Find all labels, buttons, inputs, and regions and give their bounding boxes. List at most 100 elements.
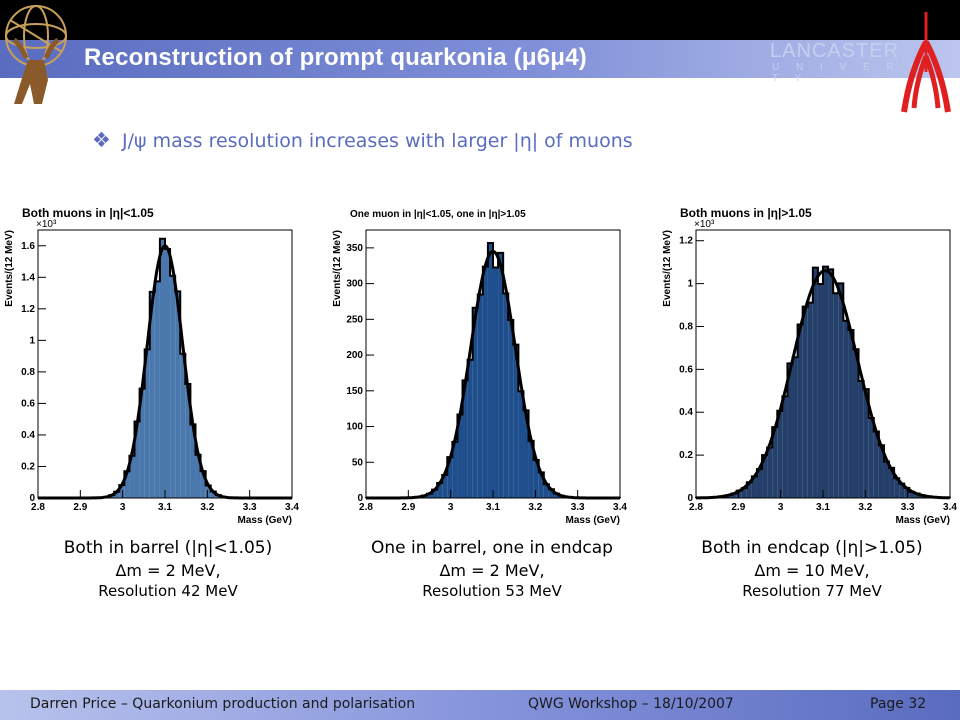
histogram-bar — [736, 490, 742, 498]
histogram-bar — [756, 469, 763, 498]
y-tick-label: 50 — [352, 457, 364, 468]
x-axis-label: Mass (GeV) — [238, 515, 292, 526]
histogram-bar — [523, 410, 529, 498]
y-tick-label: 0 — [29, 493, 35, 504]
plot-title: One muon in |η|<1.05, one in |η|>1.05 — [350, 209, 526, 220]
footer-event: QWG Workshop – 18/10/2007 — [528, 696, 734, 712]
y-tick-label: 300 — [346, 279, 363, 290]
histogram-bar — [863, 389, 869, 498]
histogram-bar — [853, 349, 859, 498]
x-axis-label: Mass (GeV) — [566, 515, 620, 526]
histogram-bar — [513, 344, 519, 498]
footer-page-number: Page 32 — [870, 696, 927, 712]
y-tick-label: 150 — [346, 386, 363, 397]
histogram-bar — [149, 291, 155, 498]
histogram-bar — [432, 489, 438, 498]
lancaster-logo — [901, 12, 951, 113]
footer-bar: Darren Price – Quarkonium production and… — [0, 690, 960, 720]
x-tick-label: 3.1 — [486, 502, 500, 513]
histogram-bar — [159, 238, 165, 498]
histogram-bar — [114, 491, 120, 498]
histogram-bar — [144, 349, 150, 498]
histogram-bar — [447, 457, 453, 498]
x-tick-label: 3.4 — [285, 502, 299, 513]
university-name: LANCASTER — [770, 40, 900, 62]
y-axis-label: Events/(12 MeV) — [662, 230, 673, 307]
caption-delta-m: Δm = 10 MeV, — [754, 561, 870, 580]
histogram-bar — [883, 461, 890, 498]
y-tick-label: 0 — [687, 493, 693, 504]
histogram-bar — [746, 482, 752, 498]
histogram-bar — [442, 474, 448, 498]
histogram-bar — [498, 252, 504, 498]
y-axis-label: Events/(12 MeV) — [4, 230, 15, 307]
x-tick-label: 2.9 — [401, 502, 415, 513]
histogram-bar — [802, 306, 808, 498]
title-bar — [0, 40, 960, 78]
histogram-bar — [731, 493, 737, 498]
histogram-bar — [528, 440, 534, 498]
histogram-bar — [782, 396, 788, 498]
atlas-logo — [5, 5, 67, 104]
y-tick-label: 1.2 — [679, 236, 693, 247]
histogram-bar — [493, 267, 499, 498]
histogram-bar — [777, 410, 783, 498]
histogram-bar — [477, 294, 483, 498]
histogram-bar — [170, 275, 176, 498]
histogram-bar — [828, 269, 834, 498]
y-tick-label: 0.8 — [21, 367, 35, 378]
caption-resolution: Resolution 53 MeV — [422, 582, 562, 600]
y-tick-label: 1 — [687, 279, 693, 290]
caption-endcap: Both in endcap (|η|>1.05) Δm = 10 MeV, R… — [652, 538, 960, 600]
x-tick-label: 3.3 — [243, 502, 257, 513]
y-tick-label: 1 — [29, 335, 35, 346]
histogram-bar — [437, 482, 443, 498]
x-tick-label: 3.2 — [858, 502, 872, 513]
x-tick-label: 3.4 — [613, 502, 627, 513]
histogram-bar — [487, 243, 493, 498]
histogram-bar — [533, 460, 539, 498]
histogram-bar — [134, 421, 140, 498]
histogram-bar — [426, 493, 433, 498]
caption-resolution: Resolution 77 MeV — [742, 582, 882, 600]
y-tick-label: 200 — [346, 350, 363, 361]
x-tick-label: 3.2 — [200, 502, 214, 513]
histogram-bar — [797, 324, 803, 498]
histogram-bar — [508, 320, 514, 498]
y-tick-label: 0.4 — [21, 430, 35, 441]
histogram-bar — [792, 357, 798, 498]
caption-title: Both in endcap (|η|>1.05) — [701, 538, 923, 558]
histogram-bar — [119, 485, 125, 498]
histogram-bar — [767, 447, 773, 498]
histogram-bar — [772, 427, 778, 498]
histogram-bar — [165, 249, 171, 498]
histogram-bar — [467, 359, 473, 498]
histogram-bar — [848, 329, 854, 498]
caption-delta-m: Δm = 2 MeV, — [115, 561, 221, 580]
histogram-bar — [518, 391, 524, 498]
caption-mixed: One in barrel, one in endcap Δm = 2 MeV,… — [332, 538, 652, 600]
plot-title: Both muons in |η|>1.05 — [680, 206, 812, 220]
histogram-bar — [538, 472, 544, 498]
y-tick-label: 1.2 — [21, 304, 35, 315]
histogram-bar — [741, 488, 747, 498]
x-tick-label: 2.9 — [73, 502, 87, 513]
x-tick-label: 3.2 — [528, 502, 542, 513]
y-axis-label: Events/(12 MeV) — [332, 230, 343, 307]
histogram-bar — [833, 293, 839, 498]
histogram-bar — [873, 431, 879, 498]
histogram-bar — [838, 283, 844, 498]
histogram-bar — [823, 266, 829, 498]
x-tick-label: 3.1 — [816, 502, 830, 513]
histogram-bar — [462, 380, 468, 498]
histogram-bar — [843, 320, 849, 498]
x-tick-label: 2.8 — [689, 502, 703, 513]
histogram-bar — [762, 455, 768, 498]
university-subtitle: U N I V E R S I T Y — [772, 62, 944, 84]
histogram-bar — [200, 471, 206, 498]
headline-text: J/ψ mass resolution increases with large… — [122, 130, 633, 152]
histogram-bar — [899, 483, 905, 498]
x-tick-label: 3 — [120, 502, 126, 513]
histogram-bar — [812, 267, 818, 498]
histogram-barrel-endcap: One muon in |η|<1.05, one in |η|>1.05 2.8… — [332, 209, 627, 526]
